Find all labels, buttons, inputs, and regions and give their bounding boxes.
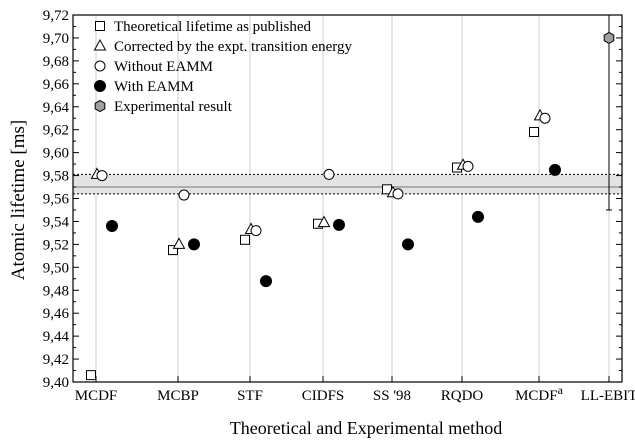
data-points (86, 31, 615, 381)
x-tick-label: CIDFS (302, 388, 345, 404)
legend-label: Without EAMM (114, 59, 213, 75)
point-circle-open-4 (392, 188, 404, 200)
band-fill (73, 174, 622, 194)
x-tick-label: MCDF (75, 388, 118, 404)
point-circle-open-6 (539, 112, 551, 124)
y-tick-labels: 9,40 9,42 9,44 9,46 9,48 9,50 9,52 9,54 9,56 9,58… (43, 8, 70, 391)
uncertainty-band (73, 173, 622, 195)
point-circle-filled-4 (402, 238, 414, 251)
y-tick-label: 9,40 (43, 375, 69, 391)
point-hexagon-0 (603, 31, 615, 44)
point-triangle-3 (317, 215, 331, 228)
legend: Theoretical lifetime as published Correct… (93, 19, 352, 115)
point-circle-filled-6 (549, 163, 561, 176)
y-axis-label: Atomic lifetime [ms] (8, 120, 29, 280)
y-tick-label: 9,70 (43, 31, 69, 47)
y-tick-label: 9,68 (43, 54, 69, 70)
x-tick-labels: MCDF MCBP STF CIDFS SS '98 RQDO MCDFa LL-EBIT (75, 383, 635, 404)
point-circle-open-5 (462, 160, 474, 172)
legend-label: Theoretical lifetime as published (114, 19, 312, 35)
x-tick-label: MCBP (157, 388, 199, 404)
legend-marker-hexagon (94, 99, 106, 113)
x-tick-superscript: a (558, 383, 564, 397)
legend-marker-circle-open (94, 60, 106, 72)
x-tick-label: LL-EBIT (581, 388, 635, 404)
legend-marker-square (95, 21, 105, 31)
legend-marker-triangle (93, 38, 107, 51)
y-tick-label: 9,66 (43, 77, 70, 93)
y-tick-label: 9,72 (43, 8, 69, 24)
x-tick-label: RQDO (441, 388, 484, 404)
x-tick-label: SS '98 (373, 388, 411, 404)
axes (72, 14, 623, 383)
point-circle-filled-0 (106, 220, 118, 233)
point-square-1 (168, 245, 178, 256)
legend-label: With EAMM (114, 79, 194, 95)
y-tick-label: 9,54 (43, 214, 70, 230)
y-tick-label: 9,46 (43, 306, 70, 322)
point-circle-filled-5 (472, 210, 484, 223)
y-tick-label: 9,56 (43, 192, 70, 208)
y-tick-label: 9,44 (43, 329, 70, 345)
x-axis-label: Theoretical and Experimental method (230, 418, 502, 438)
y-tick-label: 9,52 (43, 237, 69, 253)
point-circle-open-3 (323, 168, 335, 180)
point-circle-filled-3 (333, 218, 345, 231)
point-triangle-1 (172, 237, 186, 249)
point-square-2 (240, 234, 250, 245)
point-circle-filled-2 (260, 275, 272, 288)
y-tick-label: 9,62 (43, 123, 69, 139)
y-tick-label: 9,58 (43, 169, 69, 185)
point-circle-filled-1 (188, 238, 200, 251)
legend-label: Corrected by the expt. transition energy (114, 39, 352, 55)
y-tick-label: 9,64 (43, 100, 70, 116)
grid (95, 15, 610, 382)
point-circle-open-1 (178, 189, 190, 201)
x-tick-label: STF (237, 388, 263, 404)
y-tick-label: 9,42 (43, 352, 69, 368)
point-square-6 (529, 126, 539, 137)
point-square-0 (86, 370, 96, 381)
point-circle-open-0 (96, 170, 108, 182)
point-circle-open-2 (250, 225, 262, 237)
legend-label: Experimental result (114, 99, 233, 115)
y-tick-label: 9,48 (43, 283, 69, 299)
y-tick-label: 9,50 (43, 260, 69, 276)
x-tick-label: MCDFa (515, 383, 564, 404)
y-tick-label: 9,60 (43, 146, 69, 162)
legend-marker-circle-filled (94, 80, 106, 92)
